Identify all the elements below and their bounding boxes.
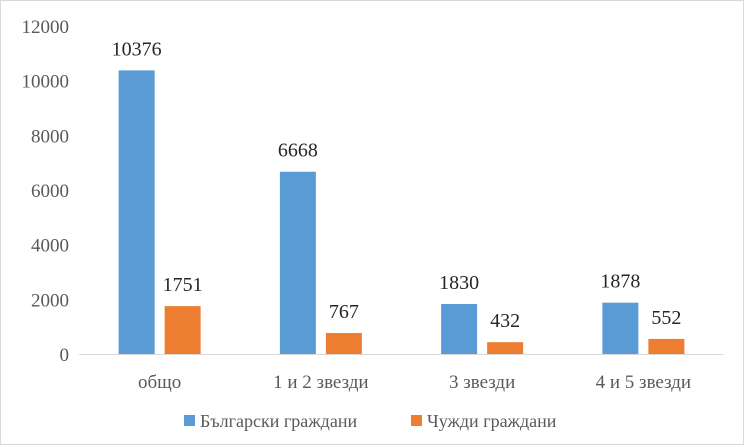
y-tick-label: 12000 <box>22 17 70 38</box>
bar-foreign-3 <box>648 338 685 354</box>
legend: Български граждани Чужди граждани <box>184 411 557 431</box>
bar-foreign-2 <box>487 342 524 354</box>
legend-swatch-foreign <box>411 415 422 426</box>
bar-bulgarian-2 <box>441 303 478 354</box>
y-axis-ticks: 0 2000 4000 6000 8000 10000 12000 <box>22 17 70 366</box>
legend-label-bulgarian: Български граждани <box>200 411 357 431</box>
bar-bulgarian-3 <box>602 302 639 354</box>
data-label: 10376 <box>112 38 162 60</box>
data-label: 6668 <box>278 140 318 162</box>
x-axis-ticks: общо 1 и 2 звезди 3 звезди 4 и 5 звезди <box>138 372 691 393</box>
bar-foreign-1 <box>325 333 362 354</box>
y-tick-label: 8000 <box>31 126 69 147</box>
data-labels-group: 10376 1751 6668 767 1830 432 1878 552 <box>112 38 682 332</box>
legend-label-foreign: Чужди граждани <box>427 411 557 431</box>
data-label: 767 <box>329 301 359 323</box>
data-label: 432 <box>490 310 520 332</box>
bars-group <box>118 70 685 354</box>
bar-foreign-0 <box>164 306 201 354</box>
y-tick-label: 4000 <box>31 236 69 257</box>
y-tick-label: 2000 <box>31 290 69 311</box>
bar-bulgarian-1 <box>279 171 316 354</box>
x-tick-label: общо <box>138 372 181 393</box>
x-tick-label: 3 звезди <box>449 372 515 393</box>
x-tick-label: 4 и 5 звезди <box>596 372 691 393</box>
data-label: 1751 <box>163 274 203 296</box>
legend-swatch-bulgarian <box>184 415 195 426</box>
y-tick-label: 6000 <box>31 181 69 202</box>
data-label: 1878 <box>600 271 640 293</box>
y-tick-label: 10000 <box>22 72 70 93</box>
data-label: 552 <box>651 307 681 329</box>
bar-bulgarian-0 <box>118 70 155 354</box>
x-tick-label: 1 и 2 звезди <box>273 372 368 393</box>
y-tick-label: 0 <box>60 345 70 366</box>
data-label: 1830 <box>439 272 479 294</box>
